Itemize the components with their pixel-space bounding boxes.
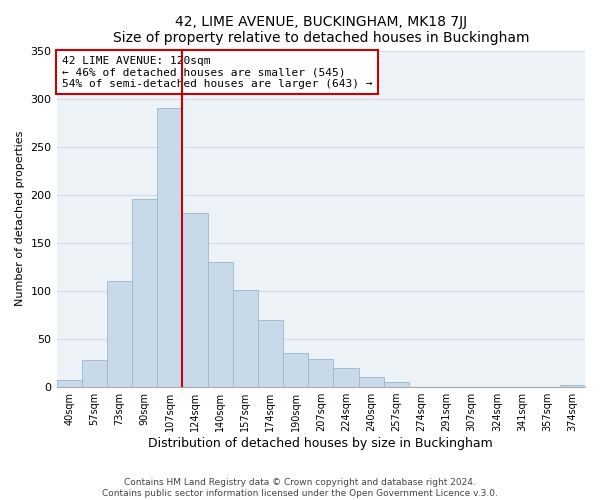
Bar [258, 320, 283, 387]
Text: 42 LIME AVENUE: 120sqm
← 46% of detached houses are smaller (545)
54% of semi-de: 42 LIME AVENUE: 120sqm ← 46% of detached… [62, 56, 373, 89]
Bar [308, 359, 334, 387]
Bar [82, 360, 107, 387]
Bar [560, 385, 585, 387]
Title: 42, LIME AVENUE, BUCKINGHAM, MK18 7JJ
Size of property relative to detached hous: 42, LIME AVENUE, BUCKINGHAM, MK18 7JJ Si… [113, 15, 529, 45]
Bar [132, 198, 157, 387]
Bar [107, 282, 132, 387]
Bar [182, 213, 208, 387]
Bar [334, 368, 359, 387]
Bar [157, 108, 182, 387]
Text: Contains HM Land Registry data © Crown copyright and database right 2024.
Contai: Contains HM Land Registry data © Crown c… [102, 478, 498, 498]
Y-axis label: Number of detached properties: Number of detached properties [15, 131, 25, 306]
Bar [283, 354, 308, 387]
Bar [359, 378, 383, 387]
Bar [56, 380, 82, 387]
X-axis label: Distribution of detached houses by size in Buckingham: Distribution of detached houses by size … [148, 437, 493, 450]
Bar [383, 382, 409, 387]
Bar [233, 290, 258, 387]
Bar [208, 262, 233, 387]
